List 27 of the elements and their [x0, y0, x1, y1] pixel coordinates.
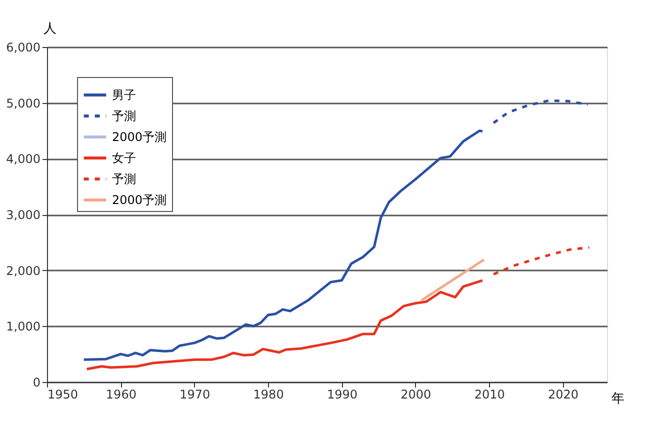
legend-label: 予測: [112, 172, 136, 186]
legend-label: 男子: [112, 88, 136, 102]
y-tick-label: 1,000: [6, 320, 40, 334]
y-axis-title: 人: [44, 22, 56, 36]
legend-label: 2000予測: [112, 193, 167, 207]
legend-label: 2000予測: [112, 130, 167, 144]
line-series: [82, 130, 484, 361]
x-axis-title: 年: [612, 392, 624, 406]
y-tick-label: 5,000: [6, 96, 40, 110]
y-tick-label: 2,000: [6, 264, 40, 278]
y-tick-label: 3,000: [6, 208, 40, 222]
line-series: [492, 99, 590, 124]
legend-label: 予測: [112, 109, 136, 123]
x-tick-label: 2020: [548, 388, 579, 402]
y-tick-label: 4,000: [6, 152, 40, 166]
legend-label: 女子: [112, 151, 136, 165]
x-tick-label: 1950: [48, 388, 78, 402]
line-series: [86, 279, 484, 370]
y-tick-label: 0: [32, 376, 40, 390]
x-tick-label: 1990: [326, 388, 358, 402]
x-tick-label: 2000: [400, 388, 432, 402]
x-tick-label: 1980: [253, 388, 284, 402]
x-tick-label: 2010: [474, 388, 505, 402]
x-tick-label: 1970: [180, 388, 210, 402]
y-tick-label: 6,000: [6, 40, 40, 54]
line-series: [492, 246, 591, 276]
x-tick-label: 1960: [106, 388, 136, 402]
